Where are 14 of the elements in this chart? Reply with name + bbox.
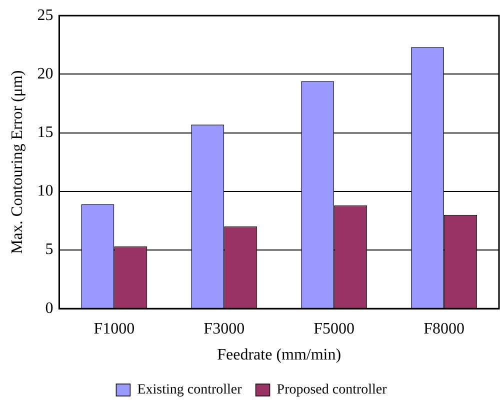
- x-tick-label: F1000: [94, 320, 135, 338]
- y-tick-label: 20: [37, 65, 54, 82]
- y-tick-label: 25: [37, 6, 54, 24]
- x-axis-title: Feedrate (mm/min): [217, 346, 342, 364]
- legend-label: Proposed controller: [276, 382, 388, 398]
- x-tick-label: F5000: [314, 320, 355, 338]
- y-tick-label: 10: [37, 182, 54, 200]
- x-tick-label: F8000: [424, 320, 464, 338]
- y-axis-title: Max. Contouring Error (μm): [8, 70, 26, 254]
- y-tick-label: 15: [37, 124, 54, 142]
- legend-label: Existing controller: [137, 382, 242, 398]
- y-tick-label: 0: [45, 300, 54, 317]
- y-tick-label: 5: [45, 241, 54, 258]
- x-tick-label: F3000: [204, 320, 245, 338]
